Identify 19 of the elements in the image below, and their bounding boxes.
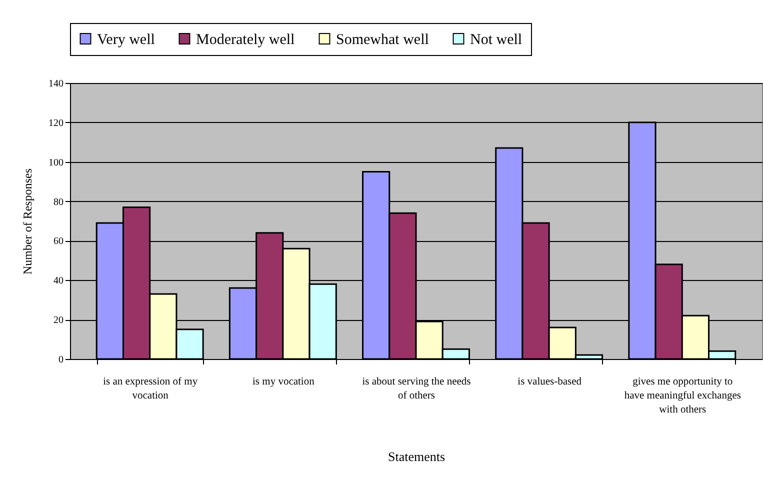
y-tick-label: 100	[48, 157, 64, 168]
y-tick-label: 120	[48, 118, 64, 129]
legend-label: Not well	[470, 32, 522, 48]
x-tick-label: is values-based	[518, 376, 582, 388]
y-tick-label: 20	[54, 315, 64, 326]
x-axis-title: Statements	[388, 449, 446, 464]
x-tick-label: is about serving the needs of others	[362, 376, 471, 402]
y-axis-title: Number of Responses	[20, 168, 34, 274]
y-tick-label: 40	[54, 276, 64, 287]
y-tick-label: 0	[58, 354, 64, 366]
legend-label: Very well	[97, 32, 155, 48]
x-tick-label: is my vocation	[252, 376, 316, 388]
x-tick-label: is an expression of my vocation	[103, 376, 198, 402]
y-tick-label: 140	[48, 78, 64, 90]
legend-label: Moderately well	[196, 32, 295, 48]
y-tick-label: 60	[54, 236, 64, 248]
legend-label: Somewhat well	[336, 32, 429, 48]
x-tick-label: gives me opportunity to have meaningful exchanges with others	[624, 376, 741, 416]
y-tick-label: 80	[54, 196, 64, 208]
